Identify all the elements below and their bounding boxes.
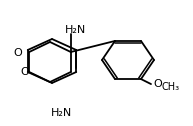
Text: O: O [21,67,30,77]
Text: O: O [14,48,22,58]
Text: O: O [153,79,162,89]
Text: CH₃: CH₃ [161,82,179,92]
Text: H₂N: H₂N [65,25,86,35]
Text: H₂N: H₂N [51,108,73,118]
